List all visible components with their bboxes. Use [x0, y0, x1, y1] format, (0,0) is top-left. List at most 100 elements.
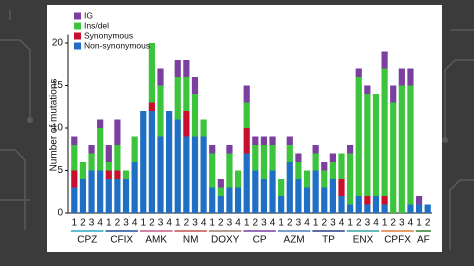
bar-segment: [355, 68, 362, 77]
bar-segment: [424, 204, 431, 213]
bar-segment: [381, 51, 388, 69]
legend-swatch: [74, 42, 81, 50]
x-tick-label: 2: [390, 218, 396, 229]
bar-segment: [260, 136, 268, 145]
x-tick-label: 2: [425, 218, 431, 229]
y-axis-title: Number of mutations: [49, 79, 60, 172]
x-tick-label: 3: [158, 218, 164, 229]
bar-segment: [269, 145, 276, 171]
bar-segment: [243, 102, 250, 128]
bar-segment: [209, 187, 216, 213]
bar-segment: [364, 204, 371, 213]
bar-segment: [252, 136, 259, 145]
bar-segment: [122, 170, 130, 179]
y-tick-label: 5: [57, 165, 63, 176]
circuit-decoration: [0, 10, 474, 250]
bar-segment: [381, 68, 388, 196]
bar-segment: [131, 136, 138, 162]
x-tick-label: 4: [132, 218, 138, 229]
bar-segment: [243, 153, 250, 213]
x-tick-label: 4: [339, 218, 345, 229]
group-label: DOXY: [211, 235, 240, 246]
bar-segment: [217, 187, 224, 196]
bar-segment: [114, 119, 121, 145]
bar-segment: [355, 196, 362, 213]
bar-segment: [71, 170, 78, 188]
bar-segment: [131, 162, 138, 213]
bar-segment: [347, 153, 354, 205]
x-tick-label: 4: [201, 218, 207, 229]
bar-segment: [338, 196, 345, 213]
group-label: AZM: [284, 235, 305, 246]
y-tick-label: 15: [52, 80, 64, 91]
bar-segment: [329, 162, 336, 179]
bar-segment: [71, 187, 78, 213]
group-label: ENX: [353, 235, 374, 246]
bar-segment: [312, 170, 319, 213]
x-tick-label: 2: [115, 218, 121, 229]
x-tick-label: 1: [416, 218, 422, 229]
bar-segment: [157, 68, 164, 86]
bar-segment: [226, 153, 233, 188]
bar-segment: [97, 119, 104, 128]
x-tick-label: 3: [365, 218, 371, 229]
bar-segment: [157, 85, 164, 137]
bar-segment: [174, 60, 181, 77]
bar-segment: [148, 102, 155, 111]
legend-swatch: [74, 12, 81, 20]
bar-segment: [148, 43, 155, 103]
x-tick-label: 3: [296, 218, 302, 229]
legend-swatch: [74, 32, 81, 40]
bar-segment: [105, 170, 112, 179]
bar-segment: [286, 145, 293, 162]
bar-segment: [105, 145, 112, 162]
bar-segment: [286, 136, 293, 145]
legend-label: IG: [84, 10, 93, 20]
bar-segment: [269, 136, 276, 145]
bar-segment: [338, 153, 345, 179]
bar-segment: [286, 162, 293, 213]
y-tick-label: 0: [57, 208, 63, 219]
bar-segment: [364, 196, 371, 205]
bar-segment: [381, 204, 388, 213]
bar-segment: [71, 136, 78, 145]
bar-segment: [114, 170, 121, 179]
bar-segment: [252, 145, 259, 171]
bar-segment: [398, 85, 405, 213]
circuit-node: [27, 117, 33, 123]
x-tick-label: 3: [261, 218, 267, 229]
x-tick-label: 4: [408, 218, 414, 229]
legend-label: Non-synonymous: [84, 40, 150, 50]
bar-segment: [364, 85, 371, 94]
bar-segment: [252, 170, 259, 213]
x-tick-label: 2: [356, 218, 362, 229]
bar-segment: [321, 162, 328, 171]
bar-segment: [372, 196, 380, 213]
x-tick-label: 2: [80, 218, 86, 229]
group-label: TP: [322, 235, 335, 246]
circuit-line: [0, 10, 31, 230]
bar-segment: [217, 179, 224, 188]
bar-segment: [79, 162, 87, 179]
bar-segment: [347, 204, 354, 213]
x-tick-label: 1: [278, 218, 284, 229]
bar-segment: [226, 187, 233, 213]
bar-segment: [321, 170, 328, 188]
x-tick-label: 4: [235, 218, 241, 229]
legend-label: Ins/del: [84, 20, 109, 30]
bar-segment: [183, 136, 190, 213]
bar-segment: [105, 179, 112, 213]
bar-segment: [278, 179, 285, 196]
group-label: CPZ: [77, 235, 97, 246]
bar-segment: [321, 187, 328, 213]
bar-segment: [226, 145, 233, 154]
x-tick-label: 1: [106, 218, 112, 229]
circuit-line: [444, 29, 474, 250]
bar-segment: [243, 85, 250, 103]
bar-segment: [79, 179, 87, 213]
bar-segment: [140, 111, 147, 213]
bar-segment: [209, 153, 216, 188]
bar-segment: [355, 77, 362, 196]
legend-label: Synonymous: [84, 30, 133, 40]
